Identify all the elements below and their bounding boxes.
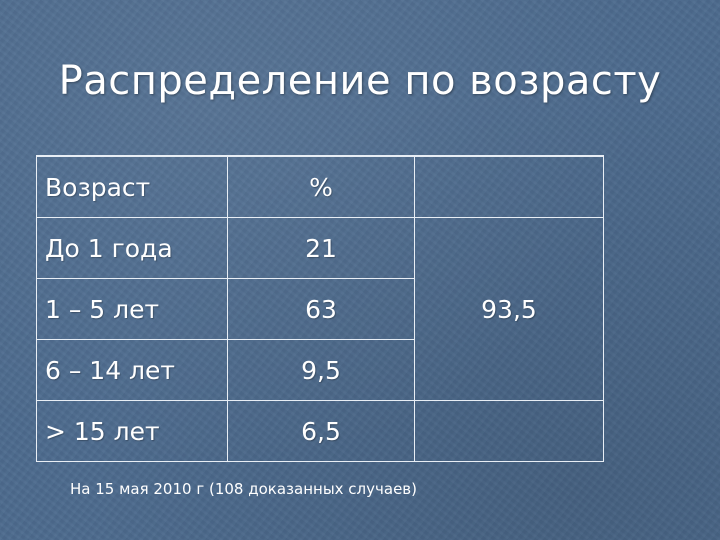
slide-title: Распределение по возрасту <box>58 58 662 104</box>
row-age: До 1 года <box>36 217 228 279</box>
row-percent: 9,5 <box>227 339 415 401</box>
table-row: > 15 лет 6,5 <box>36 400 604 462</box>
row-percent: 6,5 <box>227 400 415 462</box>
header-extra <box>414 155 604 218</box>
row-age: 1 – 5 лет <box>36 278 228 340</box>
row-percent: 63 <box>227 278 415 340</box>
age-distribution-table: Возраст % До 1 года 21 93,5 1 – 5 лет 63… <box>36 155 604 462</box>
row-age: > 15 лет <box>36 400 228 462</box>
merged-value-cell: 93,5 <box>414 217 604 401</box>
table-header-row: Возраст % <box>36 155 604 218</box>
empty-cell <box>414 400 604 462</box>
row-percent: 21 <box>227 217 415 279</box>
row-age: 6 – 14 лет <box>36 339 228 401</box>
header-age: Возраст <box>36 155 228 218</box>
footnote: На 15 мая 2010 г (108 доказанных случаев… <box>70 480 417 498</box>
table-row: 1 – 5 лет 63 <box>36 278 604 340</box>
table-row: До 1 года 21 93,5 <box>36 217 604 401</box>
header-percent: % <box>227 155 415 218</box>
